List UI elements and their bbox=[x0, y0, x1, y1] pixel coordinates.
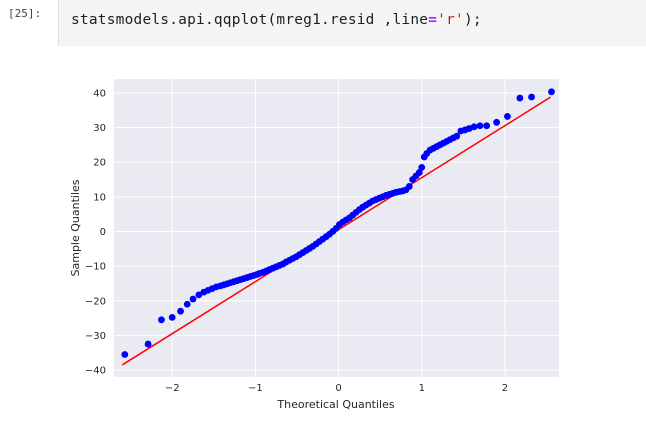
data-point bbox=[548, 88, 555, 96]
data-point bbox=[177, 307, 184, 315]
y-tick-label: 10 bbox=[93, 192, 106, 203]
data-point bbox=[493, 118, 501, 126]
execution-count: [25]: bbox=[8, 7, 42, 20]
data-point bbox=[516, 94, 524, 102]
code-operator: = bbox=[428, 12, 438, 28]
y-tick-label: 30 bbox=[93, 123, 106, 134]
y-tick-label: 40 bbox=[93, 88, 106, 99]
x-tick-labels: −2 −1 0 1 2 bbox=[165, 383, 508, 394]
y-tick-label: −40 bbox=[85, 366, 106, 377]
cell-output: −2 −1 0 1 2 −40 −30 −20 −10 0 10 20 30 40 Theoretica… bbox=[58, 56, 646, 429]
x-tick-label: −2 bbox=[165, 383, 180, 394]
x-tick-label: 1 bbox=[419, 383, 425, 394]
data-point bbox=[476, 122, 484, 130]
data-point bbox=[483, 122, 491, 130]
data-point bbox=[195, 291, 203, 299]
y-tick-label: 20 bbox=[93, 158, 106, 169]
data-point bbox=[168, 314, 176, 321]
x-tick-label: 2 bbox=[502, 383, 508, 394]
x-axis-label: Theoretical Quantiles bbox=[276, 398, 394, 411]
data-point bbox=[470, 123, 478, 131]
y-tick-label: −10 bbox=[85, 262, 106, 273]
x-tick-label: −1 bbox=[248, 383, 263, 394]
data-point bbox=[405, 183, 413, 190]
code-line[interactable]: statsmodels.api.qqplot(mreg1.resid ,line… bbox=[71, 12, 482, 28]
data-point bbox=[158, 316, 165, 324]
y-tick-label: 0 bbox=[100, 227, 106, 238]
data-point bbox=[144, 340, 152, 348]
data-point bbox=[121, 351, 129, 358]
data-point bbox=[415, 169, 423, 176]
data-point bbox=[189, 295, 197, 303]
code-string: 'r' bbox=[437, 12, 464, 28]
data-point bbox=[528, 93, 535, 101]
y-tick-label: −30 bbox=[85, 331, 106, 342]
code-close: ); bbox=[463, 12, 482, 28]
data-point bbox=[418, 163, 426, 171]
x-tick-label: 0 bbox=[335, 383, 341, 394]
code-editor[interactable]: statsmodels.api.qqplot(mreg1.resid ,line… bbox=[58, 0, 646, 46]
data-points bbox=[121, 88, 555, 358]
y-tick-labels: −40 −30 −20 −10 0 10 20 30 40 bbox=[85, 88, 106, 376]
data-point bbox=[504, 113, 511, 120]
data-point bbox=[183, 300, 191, 308]
y-tick-label: −20 bbox=[85, 296, 106, 307]
code-call: statsmodels.api.qqplot(mreg1.resid ,line bbox=[71, 12, 429, 28]
data-point bbox=[453, 132, 461, 140]
y-axis-label: Sample Quantiles bbox=[69, 179, 82, 276]
